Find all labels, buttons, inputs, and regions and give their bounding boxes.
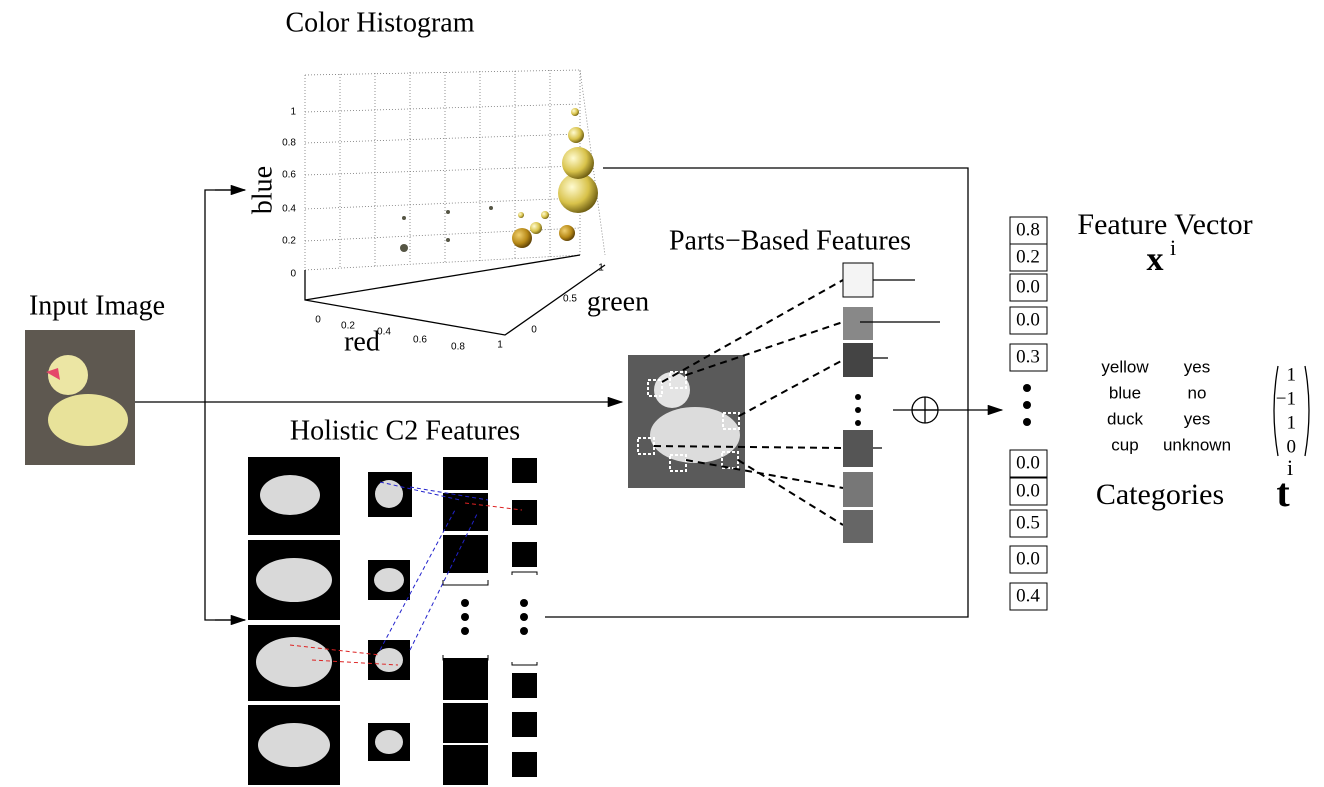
vector-entry: 0.5 bbox=[1016, 512, 1040, 533]
category-cell: blue bbox=[1109, 383, 1141, 402]
target-symbol: t bbox=[1276, 470, 1290, 515]
vector-entry: 0.0 bbox=[1016, 452, 1040, 473]
vector-cell bbox=[1009, 449, 1048, 478]
x-tick-label: 1 bbox=[497, 340, 503, 351]
category-table: yellow yes blue no duck yes cup unknown 1 −1 1 0 bbox=[1101, 357, 1296, 457]
vector-entry: 0.4 bbox=[1016, 585, 1040, 606]
x-tick-label: 0.8 bbox=[451, 342, 465, 353]
category-cell: duck bbox=[1107, 409, 1143, 428]
vector-symbol: x bbox=[1147, 241, 1164, 278]
vector-entry: 0.0 bbox=[1016, 480, 1040, 501]
z-tick-label: 0.8 bbox=[282, 138, 296, 149]
vector-entry: 0.2 bbox=[1016, 246, 1040, 267]
c2-features bbox=[248, 457, 538, 785]
target-superscript: i bbox=[1287, 455, 1293, 480]
categories-title: Categories bbox=[1096, 478, 1224, 511]
vector-entry: 0.0 bbox=[1016, 309, 1040, 330]
target-entry: −1 bbox=[1276, 388, 1296, 409]
target-entry: 1 bbox=[1287, 412, 1297, 433]
vector-entry: 0.0 bbox=[1016, 548, 1040, 569]
category-cell: unknown bbox=[1163, 435, 1231, 454]
connectors bbox=[135, 167, 1004, 626]
vector-superscript: i bbox=[1170, 235, 1176, 260]
target-entry: 1 bbox=[1287, 364, 1297, 385]
x-tick-label: 0.2 bbox=[341, 321, 355, 332]
category-cell: no bbox=[1188, 383, 1207, 402]
z-tick-label: 0.6 bbox=[282, 170, 296, 181]
target-entry: 0 bbox=[1287, 436, 1297, 457]
feature-vector-title: Feature Vector bbox=[1077, 208, 1252, 241]
category-cell: yes bbox=[1184, 357, 1210, 376]
vector-cell bbox=[1009, 273, 1048, 302]
vector-cell bbox=[1009, 306, 1048, 335]
vector-cell bbox=[1009, 582, 1048, 611]
vector-entry: 0.3 bbox=[1016, 346, 1040, 367]
feature-vector: 0.8 0.2 0.0 0.0 0.3 0.0 0.0 0.5 0.0 0.4 bbox=[1009, 216, 1048, 611]
vector-cell bbox=[1009, 545, 1048, 574]
vector-entry: 0.0 bbox=[1016, 276, 1040, 297]
category-cell: yellow bbox=[1101, 357, 1149, 376]
input-label: Input Image bbox=[29, 290, 165, 321]
histogram-spheres bbox=[400, 108, 598, 252]
axis-label: red bbox=[344, 326, 380, 357]
z-tick-label: 1 bbox=[290, 107, 296, 118]
holistic-label: Holistic C2 Features bbox=[290, 415, 520, 446]
parts-label: Parts−Based Features bbox=[669, 225, 911, 256]
category-cell: cup bbox=[1111, 435, 1138, 454]
y-tick-label: 0 bbox=[531, 325, 537, 336]
ellipsis-dot bbox=[1023, 418, 1031, 426]
vector-entry: 0.8 bbox=[1016, 219, 1040, 240]
histogram-title: Color Histogram bbox=[286, 7, 475, 38]
ellipsis-dot bbox=[1023, 384, 1031, 392]
vector-cell bbox=[1009, 243, 1048, 272]
vector-cell bbox=[1009, 216, 1048, 245]
x-tick-label: 0 bbox=[315, 315, 321, 326]
y-tick-label: 0.5 bbox=[563, 294, 577, 305]
axis-label: blue bbox=[247, 166, 278, 214]
z-tick-label: 0.4 bbox=[282, 204, 296, 215]
vector-cell bbox=[1009, 509, 1048, 538]
ellipsis-dot bbox=[1023, 401, 1031, 409]
z-tick-label: 0.2 bbox=[282, 236, 296, 247]
x-tick-label: 0.4 bbox=[377, 327, 391, 338]
y-tick-label: 1 bbox=[598, 263, 604, 274]
input-image bbox=[25, 330, 135, 465]
parts-image bbox=[628, 262, 940, 543]
z-tick-label: 0 bbox=[290, 269, 296, 280]
vector-cell bbox=[1009, 343, 1048, 372]
histogram-axes bbox=[304, 69, 606, 336]
category-cell: yes bbox=[1184, 409, 1210, 428]
x-tick-label: 0.6 bbox=[413, 335, 427, 346]
matrix-brackets bbox=[1273, 365, 1310, 457]
axis-label: green bbox=[587, 286, 649, 317]
vector-cell bbox=[1009, 477, 1048, 506]
